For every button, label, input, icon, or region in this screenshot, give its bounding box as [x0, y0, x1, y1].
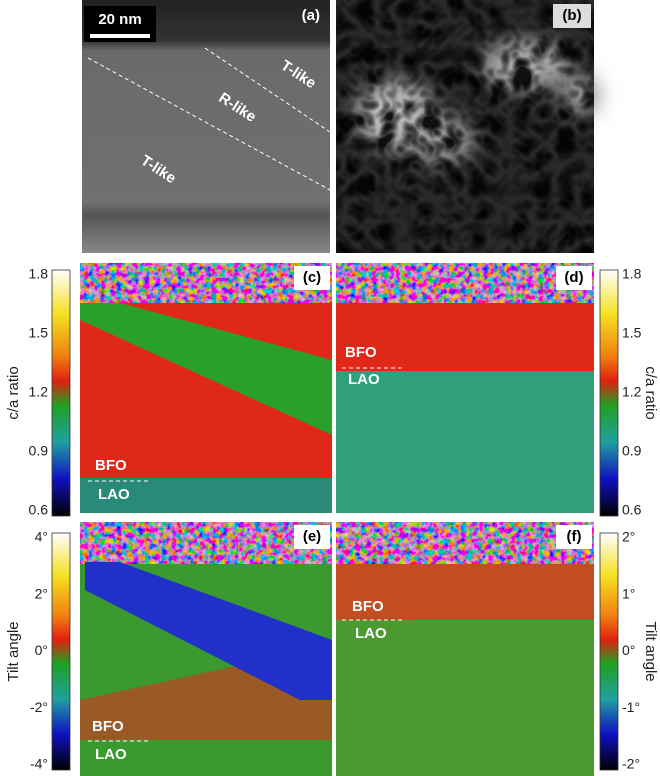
colorbar-tick: 2° — [35, 585, 48, 601]
colorbar-tick: 2° — [622, 529, 635, 545]
scale-label: 20 nm — [98, 11, 141, 28]
colorbar-tick: 0.6 — [29, 502, 49, 518]
panel-label: (d) — [564, 269, 583, 286]
panel-label: (a) — [302, 7, 320, 24]
colorbar-tick: 4° — [35, 529, 48, 545]
colorbar-tick: 0° — [35, 642, 48, 658]
panel-label: (c) — [303, 269, 321, 286]
colorbar-title: c/a ratio — [5, 366, 22, 419]
panel-d: (d) BFO LAO — [336, 263, 594, 513]
interface-label: LAO — [98, 486, 130, 503]
colorbar — [600, 533, 618, 770]
panel-f: (f) BFO LAO — [336, 522, 594, 776]
colorbar — [52, 533, 70, 770]
interface-label: BFO — [345, 344, 377, 361]
panel-e: (e) BFO LAO — [80, 522, 332, 776]
colorbar-tick: -2° — [622, 756, 640, 772]
interface-label: BFO — [95, 457, 127, 474]
colorbar-tick: 1.2 — [29, 384, 49, 400]
colorbar-tick: 0.9 — [622, 443, 642, 459]
colorbar-tick: -1° — [622, 699, 640, 715]
interface-label: BFO — [92, 718, 124, 735]
interface-label: LAO — [95, 746, 127, 763]
panel-b: (b) — [336, 0, 600, 253]
colorbar-tick: 0° — [622, 642, 635, 658]
colorbar-tick: 0.9 — [29, 443, 49, 459]
colorbar-tick: 0.6 — [622, 502, 642, 518]
colorbar-title: c/a ratio — [642, 366, 659, 419]
interface-label: BFO — [352, 598, 384, 615]
colorbar-tick: 1.8 — [622, 266, 642, 282]
colorbar-title: Tilt angle — [5, 621, 22, 681]
colorbar-tick: 1.8 — [29, 266, 49, 282]
figure: 20 nm (a) T-like R-like T-like (b) (c) B… — [0, 0, 660, 776]
panel-label: (e) — [303, 528, 321, 545]
colorbar — [52, 270, 70, 516]
colorbar-tick: 1.2 — [622, 384, 642, 400]
colorbar-tick: 1.5 — [622, 325, 642, 341]
panel-label: (b) — [562, 7, 581, 24]
interface-label: LAO — [355, 625, 387, 642]
panel-label: (f) — [567, 528, 582, 545]
colorbar-tick: 1° — [622, 585, 635, 601]
colorbar — [600, 270, 618, 516]
colorbar-tick: -2° — [30, 699, 48, 715]
colorbar-tick: -4° — [30, 756, 48, 772]
colorbar-tick: 1.5 — [29, 325, 49, 341]
colorbar-title: Tilt angle — [642, 621, 659, 681]
panel-c: (c) BFO LAO — [80, 263, 332, 513]
panel-a: 20 nm (a) T-like R-like T-like — [82, 0, 330, 253]
interface-label: LAO — [348, 371, 380, 388]
